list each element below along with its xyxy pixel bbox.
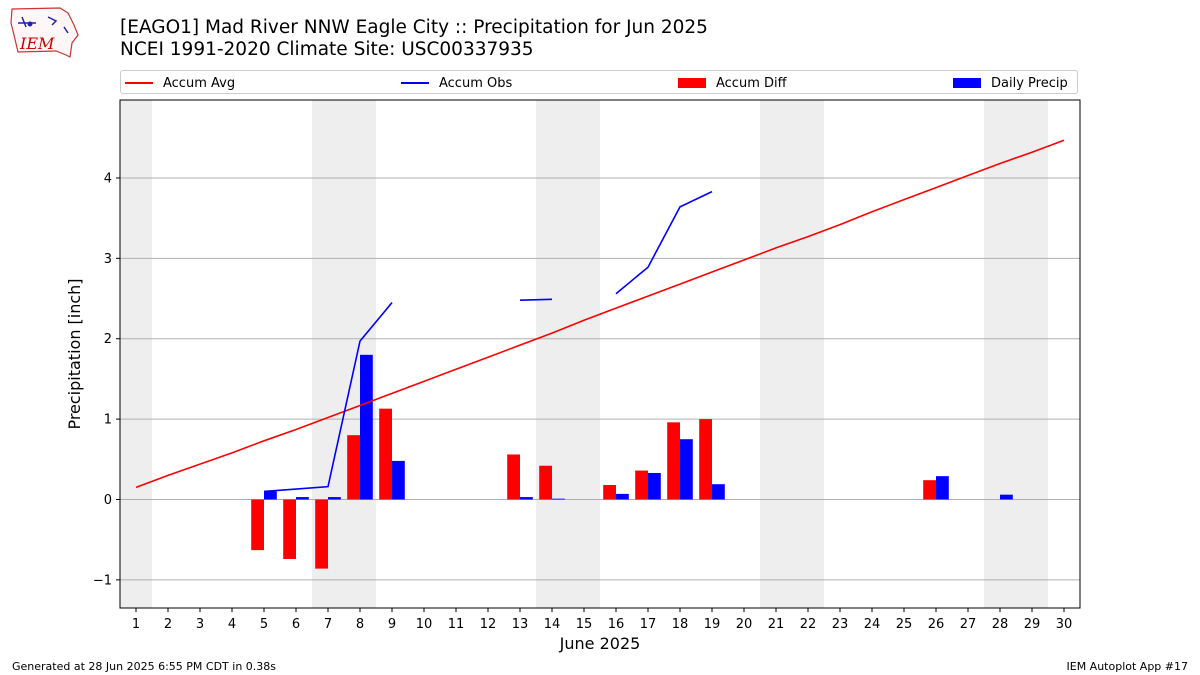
- y-axis-label: Precipitation [inch]: [65, 278, 84, 429]
- daily-precip-bar: [680, 439, 693, 500]
- iowa-outline-icon: [10, 7, 79, 58]
- accum-diff-bar: [347, 435, 360, 500]
- legend-item-accum-obs: Accum Obs: [401, 74, 512, 92]
- legend-label-accum-obs: Accum Obs: [439, 75, 513, 91]
- accum-diff-bar: [251, 499, 264, 551]
- chart-subtitle: NCEI 1991-2020 Climate Site: USC00337935: [120, 39, 534, 60]
- x-tick-label: 23: [832, 617, 849, 632]
- legend-label-accum-diff: Accum Diff: [716, 75, 787, 91]
- x-tick-label: 8: [356, 617, 364, 632]
- y-tick-label: 4: [104, 171, 112, 186]
- x-tick-label: 18: [672, 617, 689, 632]
- x-tick-label: 30: [1056, 617, 1073, 632]
- x-tick-label: 14: [544, 617, 561, 632]
- daily-precip-bar: [392, 460, 405, 500]
- daily-precip-bar: [712, 484, 725, 500]
- daily-precip-bar: [328, 497, 341, 500]
- daily-precip-bar: [520, 497, 533, 500]
- accum-diff-bar: [667, 422, 680, 500]
- x-tick-label: 20: [736, 617, 753, 632]
- y-tick-label: −1: [93, 573, 112, 588]
- accum-diff-bar: [379, 408, 392, 500]
- x-tick-label: 13: [512, 617, 529, 632]
- accum-diff-bar: [283, 499, 296, 559]
- x-tick-label: 29: [1024, 617, 1041, 632]
- accum-avg-line: [135, 139, 1065, 489]
- x-tick-label: 5: [260, 617, 268, 632]
- weekend-band: [760, 100, 824, 608]
- daily-precip-bar: [360, 354, 373, 500]
- x-tick-label: 10: [416, 617, 433, 632]
- legend: Accum Avg Accum Obs Accum Diff Daily Pre…: [120, 70, 1078, 94]
- x-tick-label: 25: [896, 617, 913, 632]
- accum-diff-bar: [603, 485, 616, 500]
- plot-frame: [119, 99, 1081, 609]
- daily-precip-bar: [936, 476, 949, 500]
- daily-precip-bar: [616, 493, 629, 500]
- daily-precip-bar: [552, 498, 565, 500]
- x-tick-label: 27: [960, 617, 977, 632]
- generated-timestamp: Generated at 28 Jun 2025 6:55 PM CDT in …: [12, 660, 277, 673]
- y-tick-label: 3: [104, 252, 112, 267]
- x-tick-label: 4: [228, 617, 236, 632]
- x-tick-label: 12: [480, 617, 497, 632]
- legend-swatch-accum-avg: [125, 82, 153, 84]
- x-tick-label: 17: [640, 617, 657, 632]
- y-tick-label: 1: [104, 413, 112, 428]
- x-tick-label: 11: [448, 617, 465, 632]
- weekend-band: [120, 100, 152, 608]
- accum-diff-bar: [507, 454, 520, 500]
- accum-diff-bar: [699, 419, 712, 500]
- x-tick-label: 19: [704, 617, 721, 632]
- daily-precip-bar: [648, 472, 661, 500]
- legend-swatch-accum-diff: [678, 78, 706, 88]
- weekend-band: [536, 100, 600, 608]
- x-tick-label: 28: [992, 617, 1009, 632]
- logo-text: IEM: [19, 34, 55, 53]
- legend-swatch-daily-precip: [953, 78, 981, 88]
- x-tick-label: 9: [388, 617, 396, 632]
- accum-diff-bar: [539, 465, 552, 500]
- x-tick-label: 26: [928, 617, 945, 632]
- legend-item-daily-precip: Daily Precip: [953, 74, 1068, 92]
- legend-swatch-accum-obs: [401, 82, 429, 84]
- iem-logo: IEM: [10, 7, 79, 58]
- legend-item-accum-avg: Accum Avg: [125, 74, 235, 92]
- x-tick-label: 22: [800, 617, 817, 632]
- y-tick-label: 2: [104, 332, 112, 347]
- chart-title: [EAGO1] Mad River NNW Eagle City :: Prec…: [120, 17, 708, 38]
- x-tick-label: 3: [196, 617, 204, 632]
- accum-diff-bar: [315, 499, 328, 569]
- x-tick-label: 16: [608, 617, 625, 632]
- x-tick-label: 24: [864, 617, 881, 632]
- x-tick-label: 6: [292, 617, 300, 632]
- weather-station-icon: [18, 16, 69, 34]
- accum-obs-line: [263, 302, 393, 493]
- x-tick-label: 1: [132, 617, 140, 632]
- daily-precip-bar: [1000, 494, 1013, 500]
- x-tick-label: 7: [324, 617, 332, 632]
- x-tick-label: 2: [164, 617, 172, 632]
- x-tick-label: 15: [576, 617, 593, 632]
- legend-label-accum-avg: Accum Avg: [163, 75, 236, 91]
- accum-obs-line: [615, 190, 713, 295]
- app-credit: IEM Autoplot App #17: [1066, 660, 1189, 673]
- daily-precip-bar: [264, 491, 277, 500]
- y-tick-label: 0: [104, 493, 112, 508]
- station-dot-icon: [27, 21, 33, 27]
- accum-obs-line: [519, 298, 553, 301]
- accum-diff-bar: [635, 470, 648, 500]
- weekend-band: [984, 100, 1048, 608]
- legend-item-accum-diff: Accum Diff: [678, 74, 787, 92]
- legend-label-daily-precip: Daily Precip: [991, 75, 1068, 91]
- x-tick-label: 21: [768, 617, 785, 632]
- accum-diff-bar: [923, 480, 936, 500]
- x-axis-label: June 2025: [559, 634, 641, 653]
- daily-precip-bar: [296, 497, 309, 500]
